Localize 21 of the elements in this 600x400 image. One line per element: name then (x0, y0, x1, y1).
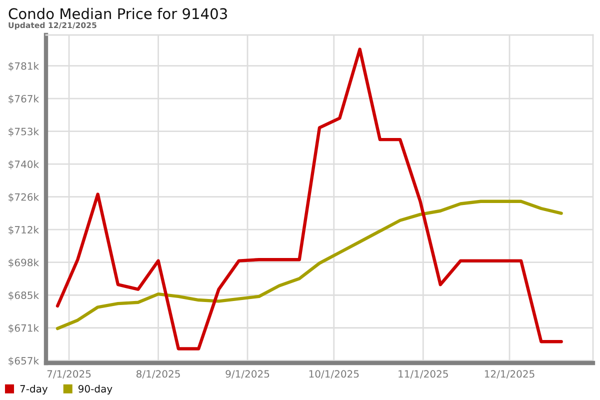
line-series (56, 200, 563, 330)
legend-label: 90-day (78, 384, 112, 394)
legend-label: 7-day (20, 384, 48, 394)
y-tick-label: $712k (8, 226, 40, 235)
y-tick-label: $685k (8, 291, 40, 300)
x-tick-label: 8/1/2025 (136, 370, 180, 378)
y-tick-label: $753k (8, 128, 40, 137)
y-tick-label: $740k (8, 160, 40, 170)
y-tick-label: $698k (8, 258, 40, 268)
x-tick-label: 11/1/2025 (398, 370, 448, 378)
x-tick-label: 7/1/2025 (47, 370, 91, 378)
chart-title: Condo Median Price for 91403 (8, 8, 227, 20)
x-tick-label: 10/1/2025 (309, 370, 359, 378)
x-tick-label: 9/1/2025 (226, 370, 270, 378)
line-series (56, 48, 563, 350)
y-tick-label: $781k (8, 62, 40, 72)
y-tick-label: $767k (8, 94, 40, 104)
y-tick-label: $726k (8, 193, 40, 202)
y-tick-label: $671k (8, 324, 40, 334)
y-tick-label: $657k (8, 356, 40, 366)
x-tick-label: 12/1/2025 (484, 370, 534, 378)
